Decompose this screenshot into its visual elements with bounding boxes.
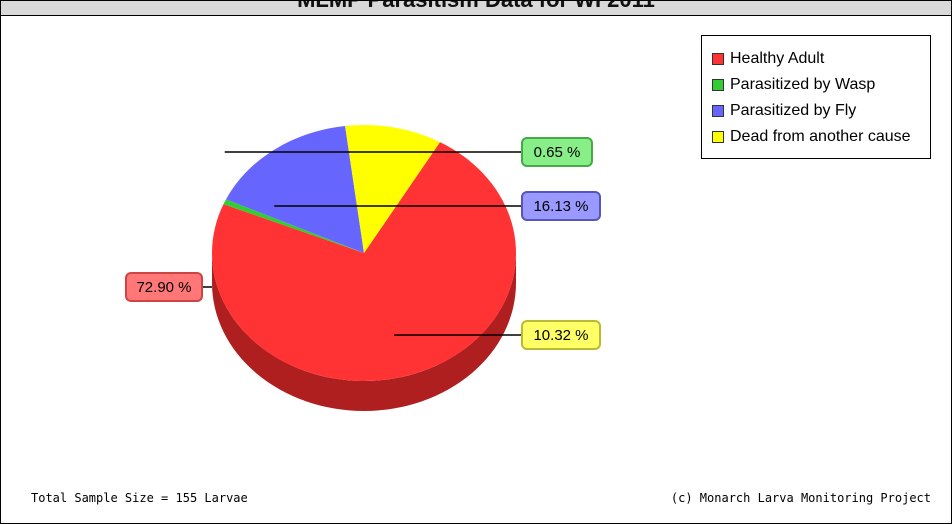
legend-label: Healthy Adult	[730, 50, 825, 67]
pie-slice-parasitized-by-wasp	[223, 199, 364, 253]
credit-note: (c) Monarch Larva Monitoring Project	[670, 491, 931, 505]
pie-top	[211, 125, 516, 381]
legend-label: Parasitized by Wasp	[730, 76, 876, 93]
pie-sides	[212, 253, 516, 411]
legend-swatch	[712, 131, 724, 143]
legend-swatch	[712, 53, 724, 65]
legend: Healthy Adult Parasitized by Wasp Parasi…	[701, 35, 931, 159]
legend-label: Dead from another cause	[730, 128, 911, 145]
data-label-3: 10.32 %	[533, 327, 588, 344]
data-label-box-3	[521, 320, 601, 350]
legend-item-parasitized-by-fly: Parasitized by Fly	[712, 100, 856, 122]
legend-item-dead-from-another-cause: Dead from another cause	[712, 126, 911, 148]
data-label-1: 0.65 %	[534, 144, 581, 161]
pie-slice-parasitized-by-fly	[225, 125, 364, 253]
legend-swatch	[712, 105, 724, 117]
data-label-2: 16.13 %	[533, 198, 588, 215]
pie-side-0	[212, 253, 516, 411]
chart-title: MLMP Parasitism Data for WI 2011	[1, 1, 951, 13]
legend-swatch	[712, 79, 724, 91]
legend-label: Parasitized by Fly	[730, 102, 857, 119]
data-labels: 72.90 % 0.65 % 16.13 % 10.32 %	[125, 137, 601, 350]
data-label-0: 72.90 %	[136, 279, 191, 296]
sample-size-note: Total Sample Size = 155 Larvae	[31, 491, 248, 505]
title-bar: MLMP Parasitism Data for WI 2011	[1, 1, 951, 16]
data-label-box-0	[125, 272, 203, 302]
data-label-box-1	[521, 137, 593, 167]
pie-slice-dead-from-another-cause	[345, 125, 440, 253]
pie-slice-healthy-adult	[211, 142, 516, 381]
legend-item-healthy-adult: Healthy Adult	[712, 48, 824, 70]
legend-item-parasitized-by-wasp: Parasitized by Wasp	[712, 74, 875, 96]
data-label-box-2	[521, 191, 601, 221]
